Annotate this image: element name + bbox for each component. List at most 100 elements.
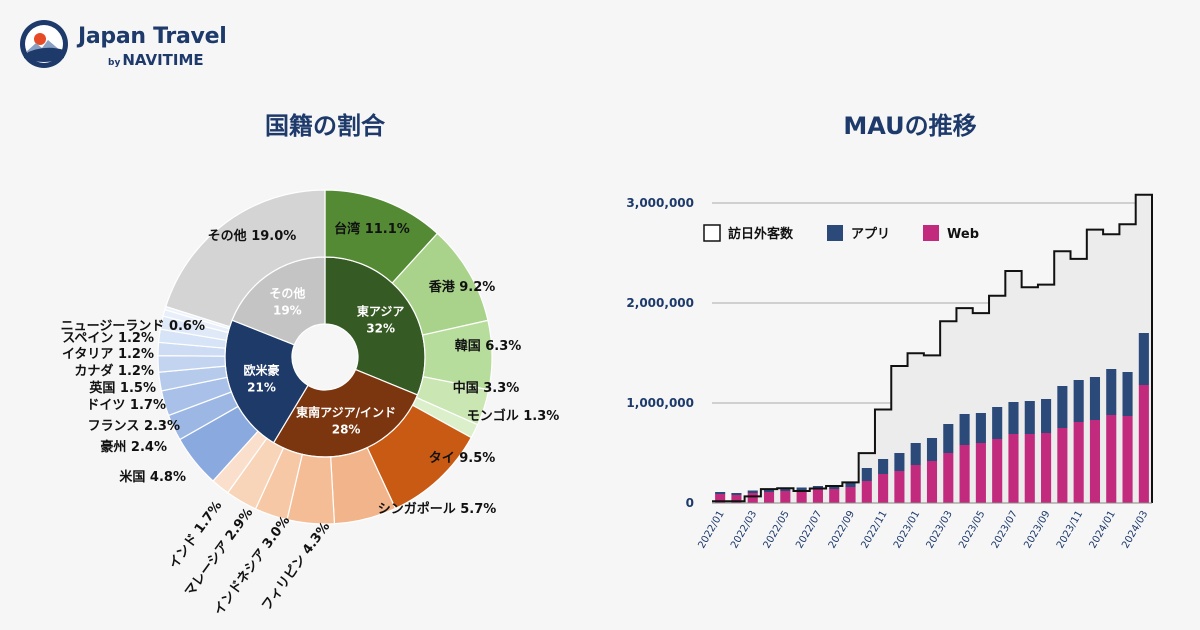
brand-sub: by NAVITIME (108, 51, 204, 69)
app-bar (1122, 372, 1133, 416)
web-bar (1024, 434, 1035, 503)
web-bar (1122, 416, 1133, 503)
outer-slice-label: イタリア 1.2% (62, 347, 154, 362)
inner-slice-pct: 21% (247, 381, 276, 395)
outer-slice-label: 韓国 6.3% (455, 338, 522, 354)
web-bar (894, 471, 905, 503)
outer-slice-label: その他 19.0% (208, 228, 297, 244)
inner-slice-label: 東南アジア/インド (296, 405, 396, 420)
app-bar (878, 459, 889, 474)
outer-slice-label: モンゴル 1.3% (467, 408, 560, 424)
web-bar (763, 492, 775, 503)
outer-slice-label: フランス 2.3% (88, 419, 180, 434)
x-tick-label: 2023/01 (892, 509, 922, 550)
pie-chart-title: 国籍の割合 (265, 112, 385, 140)
web-bar (747, 493, 758, 503)
inner-slice-label: 欧米豪 (244, 363, 280, 378)
navitime-globe-icon (20, 20, 68, 68)
visitor-step-line (712, 193, 1153, 503)
inner-slice-label: その他 (269, 286, 305, 301)
inner-slice-pct: 32% (366, 322, 395, 336)
app-bar (1073, 380, 1084, 422)
app-bar (1106, 369, 1117, 415)
legend-label: 訪日外客数 (728, 226, 794, 242)
brand-by: by (108, 58, 121, 68)
y-tick-label: 0 (686, 496, 694, 510)
web-bar (1073, 422, 1084, 503)
outer-slice-label: ドイツ 1.7% (86, 398, 166, 413)
web-bar (959, 445, 970, 503)
brand-sub-name: NAVITIME (122, 51, 204, 69)
outer-slice-label: 台湾 11.1% (334, 221, 410, 237)
app-bar (747, 490, 758, 493)
outer-slice-label: 豪州 2.4% (100, 439, 167, 455)
outer-slice-label: カナダ 1.2% (74, 363, 154, 379)
x-tick-label: 2022/11 (859, 509, 889, 550)
outer-slice-label: 中国 3.3% (453, 380, 520, 396)
outer-slice-label: シンガポール 5.7% (378, 501, 497, 517)
brand-name: Japan Travel (78, 24, 227, 49)
web-bar (1138, 385, 1149, 503)
web-bar (1041, 433, 1052, 503)
app-bar (845, 483, 856, 487)
inner-slice-label: 東アジア (357, 304, 405, 319)
outer-slice-label: ニュージーランド 0.6% (61, 319, 205, 334)
app-bar (975, 413, 986, 443)
outer-slice-label: 米国 4.8% (119, 469, 186, 485)
app-bar (796, 487, 807, 491)
web-bar (1106, 415, 1117, 503)
app-bar (1138, 333, 1149, 385)
outer-slice-label: 英国 1.5% (88, 380, 156, 396)
app-bar (1008, 402, 1019, 434)
web-bar (796, 490, 807, 503)
legend-swatch-web (923, 225, 939, 241)
app-bar (861, 468, 872, 481)
web-bar (780, 491, 791, 503)
outer-slice-label: スペイン 1.2% (62, 331, 154, 346)
app-bar (943, 424, 954, 453)
web-bar (731, 495, 742, 503)
web-bar (992, 439, 1003, 503)
web-bar (845, 487, 856, 503)
app-bar (763, 489, 775, 492)
web-bar (829, 489, 840, 503)
web-bar (926, 461, 938, 503)
x-tick-label: 2023/09 (1022, 509, 1052, 550)
legend-swatch-app (827, 225, 843, 241)
x-tick-label: 2024/03 (1120, 509, 1150, 550)
app-bar (894, 453, 905, 471)
x-tick-label: 2022/07 (794, 509, 824, 550)
x-tick-label: 2022/09 (827, 509, 857, 550)
app-bar (731, 493, 742, 495)
x-tick-label: 2022/05 (762, 509, 792, 550)
outer-slice (165, 189, 326, 328)
x-tick-label: 2023/05 (957, 509, 987, 550)
y-tick-label: 3,000,000 (626, 196, 694, 210)
web-bar (1008, 434, 1019, 503)
web-bar (1089, 420, 1101, 503)
brand-logo: Japan Travel by NAVITIME (18, 18, 238, 73)
x-tick-label: 2022/01 (696, 509, 726, 550)
legend-label: アプリ (851, 227, 890, 242)
inner-slice-pct: 19% (273, 304, 302, 318)
x-tick-label: 2023/03 (925, 509, 955, 550)
app-bar (780, 488, 791, 491)
y-tick-label: 2,000,000 (626, 296, 694, 310)
web-bar (812, 489, 823, 503)
app-bar (992, 407, 1003, 439)
x-tick-label: 2024/01 (1088, 509, 1118, 550)
app-bar (926, 438, 938, 461)
mau-chart-title: MAUの推移 (843, 112, 977, 140)
app-bar (1057, 386, 1068, 428)
web-bar (861, 481, 872, 503)
outer-slice-label: タイ 9.5% (429, 451, 496, 466)
web-bar (943, 453, 954, 503)
web-bar (1057, 428, 1068, 503)
x-tick-label: 2022/03 (729, 509, 759, 550)
outer-slice-label: 香港 9.2% (428, 279, 496, 295)
web-bar (975, 443, 986, 503)
app-bar (1041, 399, 1052, 433)
x-tick-label: 2023/11 (1055, 509, 1085, 550)
legend-label: Web (947, 227, 979, 242)
